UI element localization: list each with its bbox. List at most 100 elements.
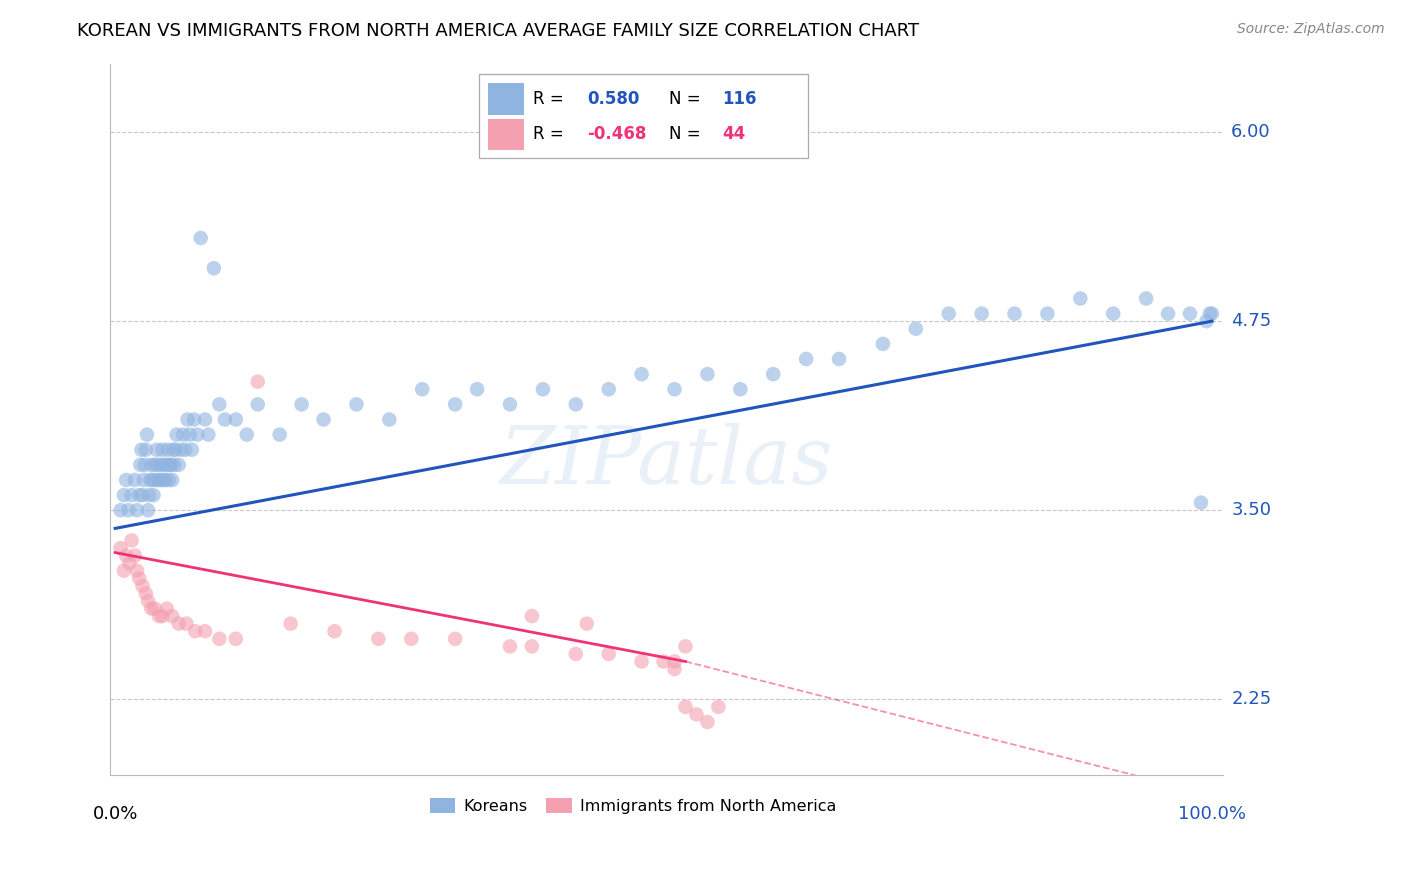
Point bbox=[176, 412, 198, 426]
Point bbox=[1036, 307, 1059, 321]
Point bbox=[1102, 307, 1125, 321]
Point bbox=[346, 397, 368, 411]
Text: ZIPatlas: ZIPatlas bbox=[499, 424, 832, 501]
Point bbox=[141, 601, 163, 615]
Point bbox=[520, 609, 543, 624]
Point bbox=[1201, 307, 1223, 321]
Point bbox=[828, 351, 851, 366]
Point bbox=[280, 616, 302, 631]
Point bbox=[115, 473, 138, 487]
Point bbox=[630, 367, 652, 381]
Point bbox=[565, 397, 588, 411]
Point bbox=[125, 564, 148, 578]
Point bbox=[150, 458, 173, 472]
Text: 0.0%: 0.0% bbox=[93, 805, 138, 823]
Point bbox=[112, 488, 135, 502]
Point bbox=[707, 699, 730, 714]
Point bbox=[146, 458, 169, 472]
Point bbox=[179, 427, 201, 442]
Point bbox=[1069, 292, 1091, 306]
Point bbox=[156, 442, 179, 457]
Point bbox=[135, 586, 157, 600]
Point bbox=[444, 632, 467, 646]
Point bbox=[685, 707, 707, 722]
Point bbox=[214, 412, 236, 426]
Text: 2.25: 2.25 bbox=[1232, 690, 1271, 708]
FancyBboxPatch shape bbox=[488, 83, 524, 114]
Point bbox=[598, 382, 620, 396]
Point bbox=[134, 458, 156, 472]
Point bbox=[520, 640, 543, 654]
Point bbox=[167, 458, 190, 472]
Text: -0.468: -0.468 bbox=[588, 126, 647, 144]
Point bbox=[157, 473, 180, 487]
Text: 4.75: 4.75 bbox=[1232, 312, 1271, 330]
Point bbox=[121, 488, 143, 502]
Point bbox=[938, 307, 960, 321]
Point bbox=[730, 382, 752, 396]
Point bbox=[401, 632, 423, 646]
Point bbox=[143, 601, 166, 615]
Point bbox=[174, 442, 197, 457]
Point bbox=[167, 616, 190, 631]
Point bbox=[141, 458, 163, 472]
Point bbox=[141, 473, 163, 487]
Point bbox=[575, 616, 598, 631]
Point bbox=[136, 503, 159, 517]
Point bbox=[142, 488, 165, 502]
Point bbox=[136, 594, 159, 608]
Point bbox=[143, 458, 166, 472]
Point bbox=[125, 503, 148, 517]
Text: R =: R = bbox=[533, 126, 564, 144]
Point bbox=[1189, 496, 1212, 510]
Point bbox=[323, 624, 346, 639]
Point bbox=[246, 375, 269, 389]
Point bbox=[128, 488, 150, 502]
Point bbox=[117, 503, 139, 517]
Text: KOREAN VS IMMIGRANTS FROM NORTH AMERICA AVERAGE FAMILY SIZE CORRELATION CHART: KOREAN VS IMMIGRANTS FROM NORTH AMERICA … bbox=[77, 22, 920, 40]
Point bbox=[112, 564, 135, 578]
Point bbox=[794, 351, 817, 366]
Point bbox=[180, 442, 202, 457]
Point bbox=[160, 609, 183, 624]
Point bbox=[156, 458, 179, 472]
Point bbox=[150, 609, 173, 624]
FancyBboxPatch shape bbox=[479, 74, 807, 158]
Text: N =: N = bbox=[668, 90, 700, 108]
Point bbox=[1195, 314, 1218, 328]
Point bbox=[160, 458, 183, 472]
Point bbox=[762, 367, 785, 381]
Point bbox=[183, 412, 205, 426]
Point bbox=[565, 647, 588, 661]
Text: 0.580: 0.580 bbox=[588, 90, 640, 108]
Point bbox=[499, 397, 522, 411]
Point bbox=[170, 442, 193, 457]
Point bbox=[202, 261, 225, 276]
Point bbox=[131, 442, 153, 457]
Point bbox=[696, 367, 718, 381]
Point bbox=[367, 632, 389, 646]
Point bbox=[531, 382, 554, 396]
Point bbox=[208, 632, 231, 646]
Point bbox=[194, 412, 217, 426]
Text: 116: 116 bbox=[721, 90, 756, 108]
Point bbox=[146, 442, 169, 457]
Point bbox=[135, 442, 157, 457]
Point bbox=[225, 412, 247, 426]
Point bbox=[970, 307, 993, 321]
Point bbox=[124, 473, 146, 487]
Point bbox=[166, 427, 188, 442]
Point bbox=[131, 579, 153, 593]
Point bbox=[225, 632, 247, 646]
Point bbox=[145, 473, 167, 487]
Point bbox=[132, 473, 155, 487]
Point bbox=[155, 473, 177, 487]
Point bbox=[163, 458, 186, 472]
Point bbox=[1157, 307, 1180, 321]
Text: 100.0%: 100.0% bbox=[1178, 805, 1246, 823]
Point bbox=[128, 571, 150, 585]
Point bbox=[291, 397, 314, 411]
Point bbox=[118, 556, 141, 570]
Text: N =: N = bbox=[668, 126, 700, 144]
Point bbox=[124, 549, 146, 563]
